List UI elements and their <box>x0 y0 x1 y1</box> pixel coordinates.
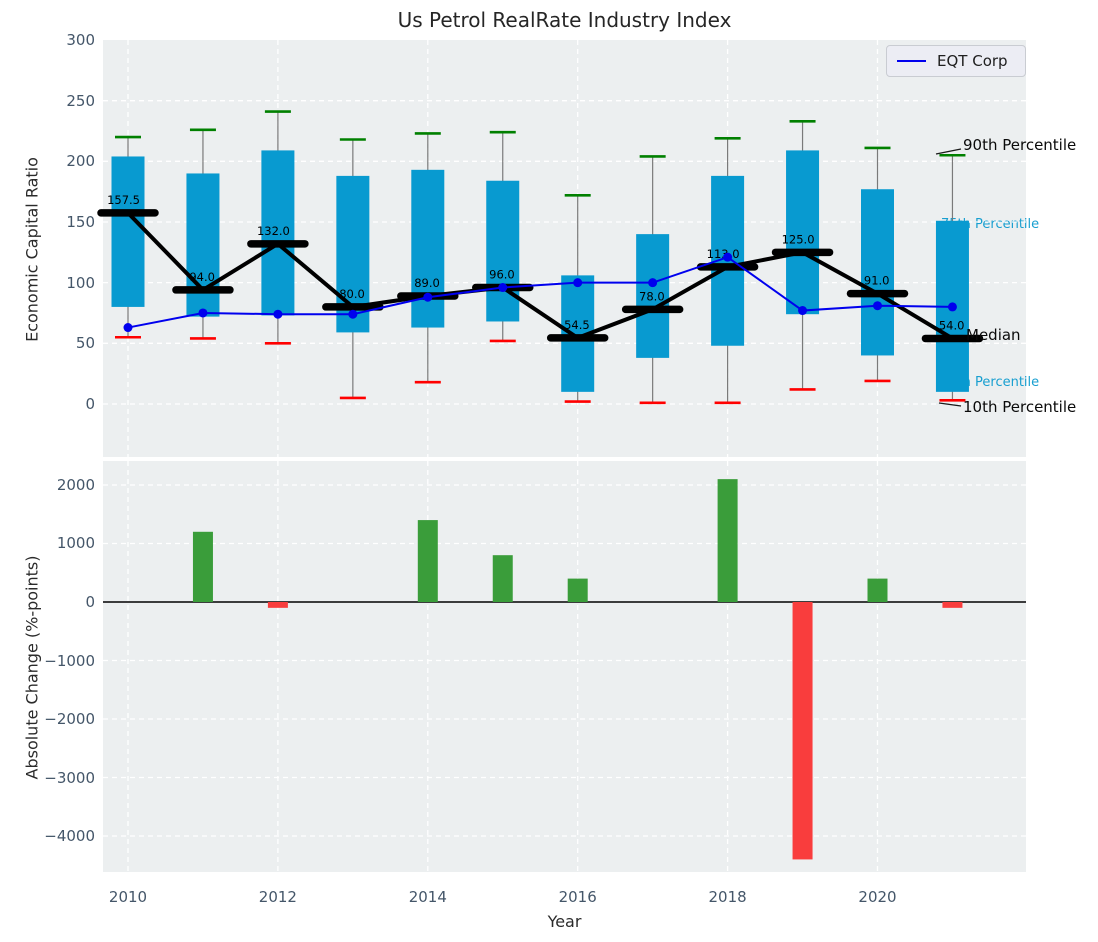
top-y-tick-300: 300 <box>66 31 95 49</box>
change-bar-2019 <box>792 601 813 860</box>
eqt-corp-point-2014 <box>423 292 433 302</box>
change-bar-2021 <box>942 601 963 608</box>
change-bar-2015 <box>492 555 513 602</box>
bottom-y-tick-1000: 1000 <box>56 534 95 553</box>
x-tick-2020: 2020 <box>858 888 897 906</box>
eqt-corp-point-2016 <box>573 278 583 288</box>
eqt-corp-point-2017 <box>648 278 658 288</box>
median-value-label-2020: 91.0 <box>864 274 890 288</box>
median-label: Median <box>966 326 1021 344</box>
p90-leader-line <box>935 148 962 155</box>
iqr-box-2011 <box>186 173 220 317</box>
eqt-corp-point-2011 <box>198 308 208 318</box>
median-value-label-2011: 94.0 <box>189 270 215 284</box>
median-value-label-2021: 54.0 <box>939 318 965 332</box>
top-y-tick-0: 0 <box>85 394 95 413</box>
x-axis-label: Year <box>547 912 582 931</box>
iqr-box-2019 <box>786 150 820 315</box>
median-value-label-2015: 96.0 <box>489 268 515 282</box>
median-value-label-2013: 80.0 <box>339 287 365 301</box>
bottom-y-tick-0: 0 <box>85 592 95 611</box>
bottom-y-tick--2000: −2000 <box>44 710 95 728</box>
top-y-axis-label: Economic Capital Ratio <box>22 157 42 342</box>
median-value-label-2017: 78.0 <box>639 289 665 303</box>
top-y-tick-250: 250 <box>66 91 95 110</box>
iqr-box-2017 <box>636 234 670 358</box>
change-bar-2016 <box>567 578 588 602</box>
top-y-tick-50: 50 <box>75 334 95 353</box>
iqr-box-2010 <box>111 156 145 307</box>
top-y-tick-200: 200 <box>66 152 95 171</box>
x-tick-2012: 2012 <box>258 888 297 906</box>
x-tick-2018: 2018 <box>708 888 747 906</box>
bottom-y-tick--1000: −1000 <box>44 651 95 670</box>
eqt-corp-point-2020 <box>873 301 882 311</box>
p10-leader-line <box>938 402 962 407</box>
change-bar-2020 <box>867 578 888 602</box>
change-bar-2018 <box>717 479 738 602</box>
legend-line-swatch-icon <box>897 60 926 62</box>
x-tick-2014: 2014 <box>408 888 447 906</box>
top-chart-svg: 157.594.0132.080.089.096.054.578.0113.01… <box>97 40 1026 457</box>
eqt-corp-point-2015 <box>498 283 508 293</box>
median-value-label-2010: 157.5 <box>107 193 140 207</box>
bottom-y-tick-2000: 2000 <box>56 475 95 494</box>
eqt-corp-line <box>127 256 953 329</box>
iqr-box-2020 <box>861 189 894 356</box>
bottom-y-tick--3000: −3000 <box>44 768 95 787</box>
median-value-label-2014: 89.0 <box>414 276 440 290</box>
eqt-corp-point-2012 <box>273 309 283 319</box>
eqt-corp-point-2019 <box>798 306 808 316</box>
bottom-plot-area <box>103 461 1026 872</box>
bottom-chart-svg <box>103 461 1026 872</box>
median-value-label-2019: 125.0 <box>782 232 815 246</box>
10th-percentile-label: 10th Percentile <box>963 398 1077 416</box>
eqt-corp-point-2013 <box>348 309 358 319</box>
median-value-label-2016: 54.5 <box>564 318 590 332</box>
x-tick-2016: 2016 <box>558 888 597 906</box>
eqt-corp-point-2010 <box>123 323 133 333</box>
top-y-tick-100: 100 <box>66 273 95 292</box>
eqt-corp-point-2021 <box>947 302 957 312</box>
90th-percentile-label: 90th Percentile <box>963 136 1077 154</box>
legend-entry-label: EQT Corp <box>937 52 1008 70</box>
legend-box: EQT Corp <box>886 45 1026 77</box>
median-value-label-2012: 132.0 <box>257 224 290 238</box>
change-bar-2012 <box>267 601 288 608</box>
chart-title: Us Petrol RealRate Industry Index <box>397 8 732 32</box>
bottom-y-tick--4000: −4000 <box>44 827 95 846</box>
x-tick-2010: 2010 <box>108 888 148 906</box>
iqr-box-2014 <box>411 169 445 328</box>
eqt-corp-point-2018 <box>723 252 733 262</box>
top-y-tick-150: 150 <box>66 212 95 231</box>
iqr-box-2015 <box>486 180 520 322</box>
median-trend-line <box>126 211 954 341</box>
change-bar-2011 <box>192 531 213 602</box>
iqr-box-2012 <box>261 150 295 316</box>
change-bar-2014 <box>417 520 438 602</box>
